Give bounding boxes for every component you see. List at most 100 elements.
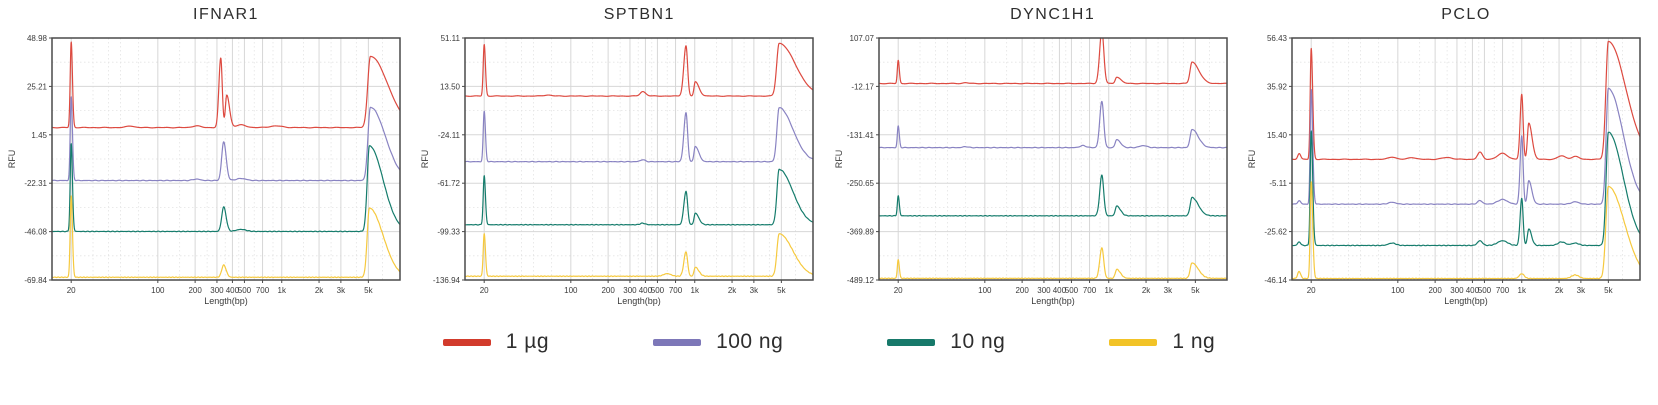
svg-text:400: 400 bbox=[639, 286, 653, 295]
svg-text:20: 20 bbox=[480, 286, 489, 295]
legend-label: 10 ng bbox=[950, 330, 1006, 353]
svg-text:Length(bp): Length(bp) bbox=[1031, 296, 1075, 306]
svg-text:500: 500 bbox=[1478, 286, 1492, 295]
svg-text:-24.11: -24.11 bbox=[438, 131, 461, 140]
chart-ifnar1: IFNAR1 48.98 25.21 1.45 -22.31 -46.08 -69.84 2… bbox=[6, 2, 412, 316]
svg-text:RFU: RFU bbox=[7, 150, 17, 169]
legend-item-100ng: 100 ng bbox=[653, 330, 783, 354]
electropherogram-plot: 51.11 13.50 -24.11 -61.72 -99.33 -136.94 20 100… bbox=[420, 34, 815, 306]
legend-swatch-10ng bbox=[887, 338, 936, 346]
svg-text:RFU: RFU bbox=[420, 150, 430, 169]
svg-text:-250.65: -250.65 bbox=[847, 179, 875, 188]
legend-item-10ng: 10 ng bbox=[887, 330, 1005, 354]
svg-text:3k: 3k bbox=[1577, 286, 1586, 295]
electropherogram-plot: 56.43 35.92 15.40 -5.11 -25.62 -46.14 20 100 200… bbox=[1247, 34, 1641, 306]
legend-item-1ug: 1 µg bbox=[442, 330, 550, 354]
svg-text:Length(bp): Length(bp) bbox=[204, 296, 248, 306]
svg-text:1k: 1k bbox=[691, 286, 700, 295]
svg-text:500: 500 bbox=[238, 286, 252, 295]
legend-item-1ng: 1 ng bbox=[1109, 330, 1215, 354]
legend-swatch-1ng bbox=[1109, 338, 1158, 346]
chart-title: IFNAR1 bbox=[193, 6, 259, 23]
svg-text:20: 20 bbox=[67, 286, 76, 295]
svg-text:700: 700 bbox=[1083, 286, 1097, 295]
chart-title: DYNC1H1 bbox=[1010, 6, 1096, 23]
svg-text:5k: 5k bbox=[1191, 286, 1200, 295]
svg-text:700: 700 bbox=[1496, 286, 1510, 295]
chart-pclo: PCLO 56.43 35.92 15.40 -5.11 -25.62 -46.14 20 1… bbox=[1246, 2, 1652, 316]
svg-text:25.21: 25.21 bbox=[27, 82, 48, 91]
chart-dync1h1: DYNC1H1 107.07 -12.17 -131.41 -250.65 -369.8… bbox=[833, 2, 1239, 316]
svg-text:RFU: RFU bbox=[834, 150, 844, 169]
svg-text:RFU: RFU bbox=[1247, 150, 1257, 169]
svg-text:100: 100 bbox=[978, 286, 992, 295]
svg-text:51.11: 51.11 bbox=[441, 34, 461, 43]
svg-text:-99.33: -99.33 bbox=[438, 228, 461, 237]
chart-title: SPTBN1 bbox=[603, 6, 675, 23]
svg-text:Length(bp): Length(bp) bbox=[618, 296, 662, 306]
svg-text:200: 200 bbox=[1015, 286, 1029, 295]
svg-text:107.07: 107.07 bbox=[849, 34, 874, 43]
legend-label: 1 ng bbox=[1172, 330, 1216, 353]
svg-text:1.45: 1.45 bbox=[31, 131, 47, 140]
svg-text:300: 300 bbox=[1037, 286, 1051, 295]
svg-text:5k: 5k bbox=[1604, 286, 1613, 295]
svg-text:-25.62: -25.62 bbox=[1264, 228, 1287, 237]
svg-text:20: 20 bbox=[893, 286, 902, 295]
svg-text:56.43: 56.43 bbox=[1267, 34, 1288, 43]
svg-text:20: 20 bbox=[1307, 286, 1316, 295]
svg-text:500: 500 bbox=[651, 286, 665, 295]
svg-text:100: 100 bbox=[151, 286, 165, 295]
svg-text:-489.12: -489.12 bbox=[847, 276, 875, 285]
svg-text:200: 200 bbox=[1428, 286, 1442, 295]
svg-text:2k: 2k bbox=[1141, 286, 1150, 295]
svg-text:Length(bp): Length(bp) bbox=[1444, 296, 1488, 306]
svg-text:3k: 3k bbox=[750, 286, 759, 295]
svg-text:-5.11: -5.11 bbox=[1269, 179, 1287, 188]
svg-text:100: 100 bbox=[1391, 286, 1405, 295]
svg-text:300: 300 bbox=[210, 286, 224, 295]
electropherogram-plot: 48.98 25.21 1.45 -22.31 -46.08 -69.84 20 100 200… bbox=[7, 34, 401, 306]
legend: 1 µg 100 ng 10 ng 1 ng bbox=[0, 330, 1658, 354]
svg-text:5k: 5k bbox=[364, 286, 373, 295]
legend-label: 1 µg bbox=[505, 330, 550, 353]
svg-text:-12.17: -12.17 bbox=[851, 82, 874, 91]
svg-text:1k: 1k bbox=[1518, 286, 1527, 295]
svg-text:2k: 2k bbox=[1555, 286, 1564, 295]
svg-text:-61.72: -61.72 bbox=[438, 179, 461, 188]
chart-title: PCLO bbox=[1441, 6, 1491, 23]
svg-text:48.98: 48.98 bbox=[27, 34, 48, 43]
svg-text:500: 500 bbox=[1064, 286, 1078, 295]
legend-swatch-1ug bbox=[442, 338, 491, 346]
svg-text:3k: 3k bbox=[1163, 286, 1172, 295]
legend-label: 100 ng bbox=[716, 330, 784, 353]
svg-text:13.50: 13.50 bbox=[440, 82, 461, 91]
svg-text:-136.94: -136.94 bbox=[433, 276, 461, 285]
svg-text:-131.41: -131.41 bbox=[847, 131, 875, 140]
svg-text:400: 400 bbox=[1052, 286, 1066, 295]
svg-text:1k: 1k bbox=[1104, 286, 1113, 295]
svg-text:3k: 3k bbox=[337, 286, 346, 295]
svg-text:-369.89: -369.89 bbox=[847, 228, 875, 237]
legend-swatch-100ng bbox=[653, 338, 702, 346]
svg-text:400: 400 bbox=[1466, 286, 1480, 295]
svg-text:15.40: 15.40 bbox=[1267, 131, 1288, 140]
svg-text:1k: 1k bbox=[278, 286, 287, 295]
svg-text:5k: 5k bbox=[777, 286, 786, 295]
svg-text:400: 400 bbox=[226, 286, 240, 295]
svg-text:-69.84: -69.84 bbox=[24, 276, 47, 285]
svg-text:700: 700 bbox=[669, 286, 683, 295]
electropherogram-plot: 107.07 -12.17 -131.41 -250.65 -369.89 -489.12… bbox=[834, 34, 1228, 306]
chart-sptbn1: SPTBN1 51.11 13.50 -24.11 -61.72 -99.33 -136.… bbox=[419, 2, 825, 316]
svg-text:2k: 2k bbox=[315, 286, 324, 295]
svg-text:-46.14: -46.14 bbox=[1264, 276, 1287, 285]
charts-row: IFNAR1 48.98 25.21 1.45 -22.31 -46.08 -69.84 2… bbox=[6, 2, 1652, 316]
svg-text:-22.31: -22.31 bbox=[24, 179, 47, 188]
svg-text:200: 200 bbox=[602, 286, 616, 295]
svg-text:2k: 2k bbox=[728, 286, 737, 295]
svg-text:200: 200 bbox=[188, 286, 202, 295]
svg-text:35.92: 35.92 bbox=[1267, 82, 1288, 91]
svg-text:-46.08: -46.08 bbox=[24, 228, 47, 237]
svg-text:300: 300 bbox=[1450, 286, 1464, 295]
